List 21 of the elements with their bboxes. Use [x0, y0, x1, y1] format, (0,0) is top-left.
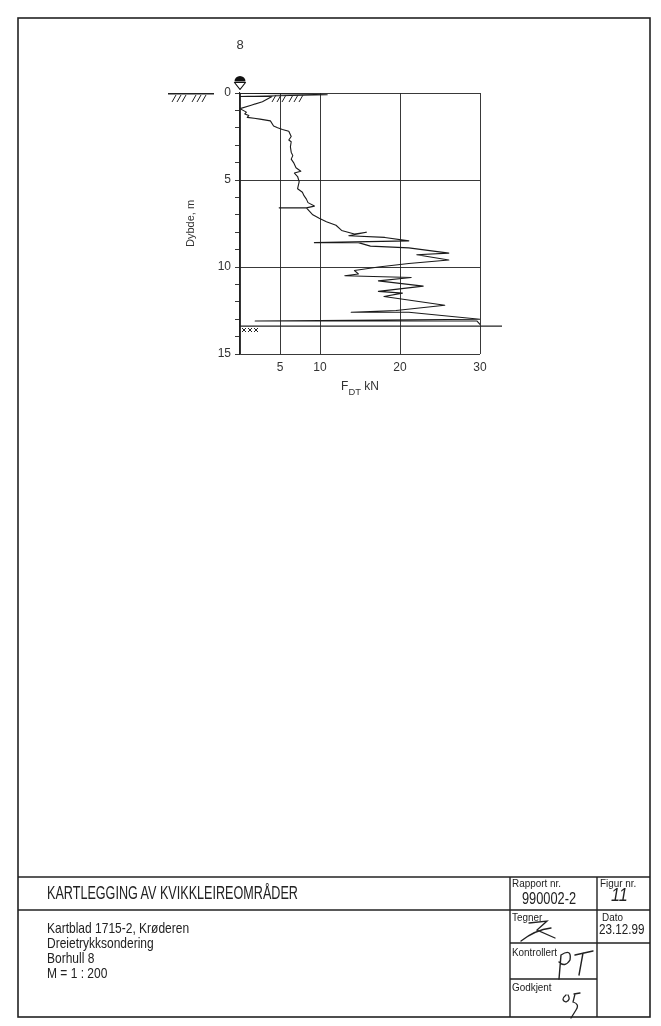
text: Kartblad 1715-2, Krøderen	[47, 919, 190, 936]
x-tick-label: 5	[276, 359, 284, 374]
text: KARTLEGGING AV KVIKKLEIREOMRÅDER	[47, 883, 298, 903]
text: Tegner	[512, 911, 543, 923]
x-tick-label: 10	[313, 359, 327, 374]
text: Godkjent	[512, 981, 552, 993]
chart-title: 8	[236, 36, 244, 52]
text: Kontrollert	[512, 946, 558, 958]
y-tick-label: 0	[224, 85, 232, 100]
text: Dreietrykksondering	[47, 934, 154, 951]
x-tick-label: 30	[473, 359, 487, 374]
x-tick-label: 20	[393, 359, 407, 374]
text: M = 1 : 200	[47, 964, 108, 981]
text: 990002-2	[522, 890, 577, 907]
y-tick-label: 10	[217, 259, 232, 274]
text: Dato	[602, 911, 623, 923]
text: Rapport nr.	[512, 877, 561, 889]
text: 23.12.99	[599, 920, 645, 937]
y-tick-label: 5	[224, 172, 232, 187]
y-tick-label: 15	[217, 346, 232, 361]
y-axis-title: Dybde, m	[183, 199, 196, 248]
